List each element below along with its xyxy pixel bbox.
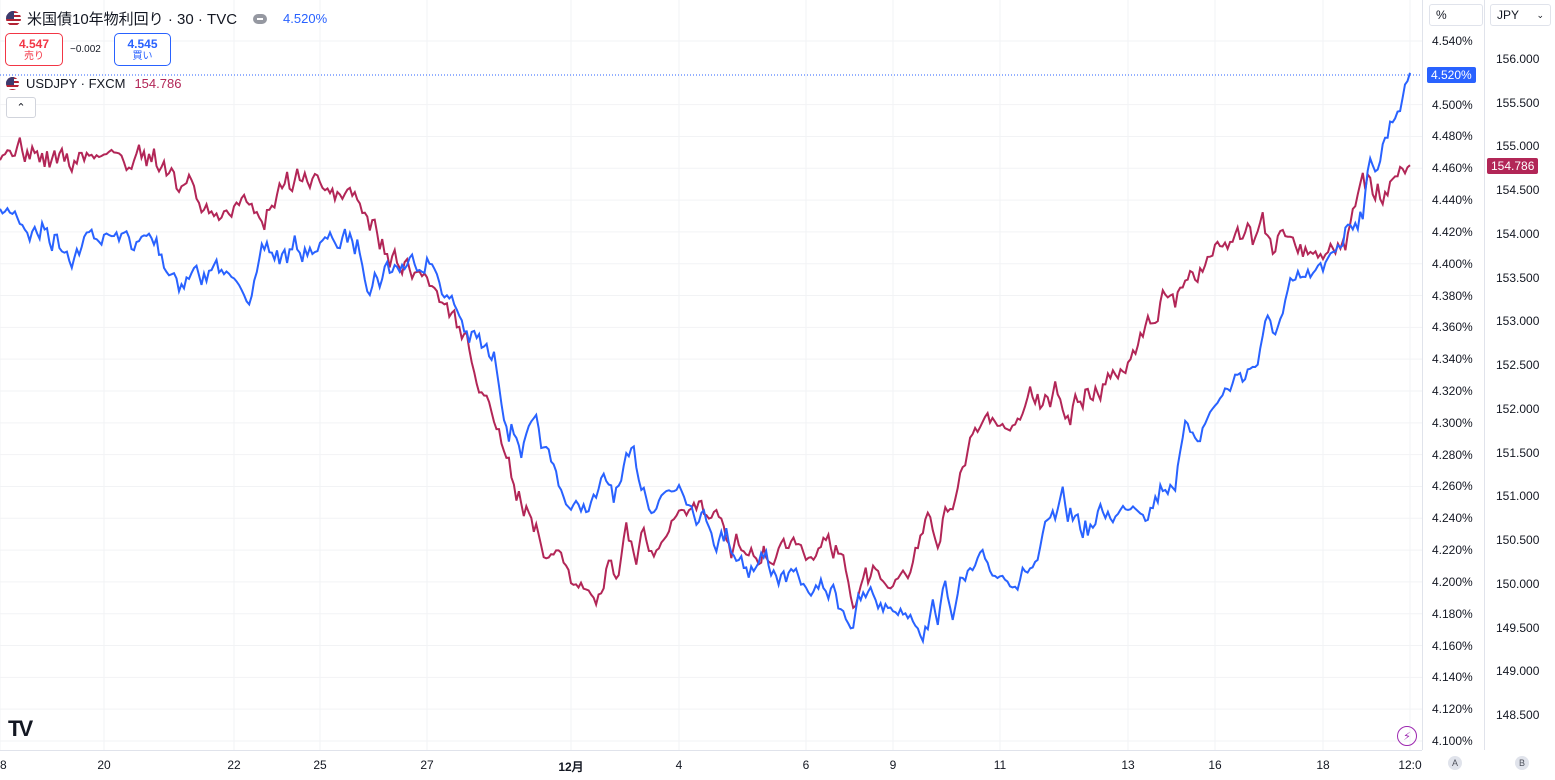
pct-tick-label: 4.540%: [1432, 34, 1473, 48]
chevron-down-icon: ⌄: [1536, 9, 1544, 20]
jpy-tick-label: 156.000: [1496, 52, 1540, 66]
current-yield-label: 4.520%: [1427, 67, 1476, 83]
jpy-tick-label: 149.500: [1496, 620, 1540, 635]
secondary-series-legend[interactable]: USDJPY · FXCM 154.786: [6, 76, 181, 91]
time-tick-label: 12月: [558, 760, 584, 774]
bid-label: 売り: [24, 51, 44, 62]
pct-tick-label: 4.420%: [1432, 224, 1473, 239]
secondary-series-value: 154.786: [134, 76, 182, 91]
time-tick-label: 4: [675, 758, 683, 772]
collapse-legend-button[interactable]: ⌃: [6, 97, 36, 118]
jpy-price-scale[interactable]: JPY ⌄ 154.786 B 156.000 155.500 155.000 154…: [1484, 0, 1555, 770]
time-tick-label: 16: [1208, 758, 1222, 772]
pct-tick-label: 4.380%: [1432, 288, 1473, 303]
bid-value: 4.547: [18, 37, 50, 51]
price-plot[interactable]: [0, 0, 1422, 750]
pct-tick-label: 4.160%: [1432, 638, 1473, 653]
jpy-tick-label: 152.500: [1496, 358, 1540, 373]
percent-price-scale[interactable]: % 4.520% 4.540% 4.500% 4.480% 4.460% 4.440% 4…: [1422, 0, 1485, 750]
time-tick-label: 22: [227, 758, 241, 772]
pct-tick-label: 4.400%: [1432, 256, 1473, 271]
pct-tick-label: 4.300%: [1432, 415, 1473, 430]
pct-tick-label: 4.100%: [1432, 734, 1473, 748]
time-tick-label: 18: [1316, 758, 1330, 772]
pct-tick-label: 4.500%: [1432, 97, 1473, 112]
pct-tick-label: 4.340%: [1432, 352, 1473, 367]
time-tick-label: 13: [1121, 758, 1135, 772]
pct-tick-label: 4.320%: [1432, 384, 1473, 398]
jpy-tick-label: 152.000: [1496, 401, 1540, 416]
main-symbol-title[interactable]: 米国債10年物利回り · 30 · TVC: [27, 11, 238, 28]
pct-tick-label: 4.440%: [1432, 193, 1473, 208]
jpy-tick-label: 153.500: [1496, 270, 1540, 285]
time-tick-label: 9: [889, 758, 897, 772]
pct-tick-label: 4.460%: [1432, 161, 1473, 176]
pct-tick-label: 4.140%: [1432, 670, 1473, 685]
buy-button[interactable]: 4.545 買い: [114, 33, 171, 66]
spread-value: −0.002: [70, 44, 101, 55]
ask-value: 4.545: [127, 37, 158, 51]
visibility-toggle-icon[interactable]: [253, 13, 268, 24]
time-tick-label: 11: [993, 758, 1007, 772]
pct-tick-label: 4.120%: [1432, 702, 1473, 717]
pct-tick-label: 4.200%: [1432, 574, 1473, 589]
lightning-icon[interactable]: ⚡: [1397, 726, 1417, 746]
pct-tick-label: 4.280%: [1432, 447, 1473, 462]
yield-series-line: [0, 72, 1411, 645]
pct-tick-label: 4.360%: [1432, 320, 1473, 335]
jpy-tick-label: 150.500: [1496, 533, 1540, 548]
time-tick-label: 18: [0, 758, 7, 772]
time-tick-label: 12:0: [1398, 758, 1422, 772]
current-usdjpy-label: 154.786: [1487, 158, 1539, 174]
jpy-tick-label: 155.500: [1496, 95, 1540, 110]
gridlines: [0, 0, 1422, 750]
time-tick-label: 6: [802, 758, 810, 772]
main-series-value: 4.520%: [283, 11, 328, 26]
tradingview-logo[interactable]: TV: [8, 716, 33, 741]
time-tick-label: 25: [313, 758, 327, 772]
us-flag-icon: [6, 11, 21, 26]
sell-button[interactable]: 4.547 売り: [5, 33, 63, 66]
pct-tick-label: 4.220%: [1432, 543, 1473, 558]
jpy-tick-label: 154.000: [1496, 226, 1540, 241]
time-tick-label: 20: [97, 758, 111, 772]
time-axis[interactable]: 18 20 22 25 27 12月 4 6 9 11 13 16 18 12:0: [0, 750, 1422, 780]
main-series-legend[interactable]: 米国債10年物利回り · 30 · TVC 4.520%: [6, 8, 327, 29]
jpy-tick-label: 149.000: [1496, 664, 1540, 679]
jpy-tick-label: 148.500: [1496, 708, 1540, 722]
secondary-symbol-title[interactable]: USDJPY · FXCM: [26, 76, 126, 91]
ask-label: 買い: [132, 51, 153, 62]
scale-corner-button-b[interactable]: B: [1515, 756, 1529, 770]
chevron-up-icon: ⌃: [16, 102, 26, 114]
pct-tick-label: 4.240%: [1432, 511, 1473, 526]
jpy-tick-label: 151.500: [1496, 445, 1540, 460]
us-flag-icon: [6, 77, 19, 90]
time-tick-label: 27: [420, 758, 434, 772]
scale-corner-button-a[interactable]: A: [1448, 756, 1462, 770]
usdjpy-series-line: [0, 137, 1411, 610]
chart-canvas[interactable]: [0, 0, 1422, 750]
jpy-tick-label: 154.500: [1496, 183, 1540, 198]
jpy-tick-label: 151.000: [1496, 489, 1540, 504]
jpy-tick-label: 153.000: [1496, 314, 1540, 329]
jpy-tick-label: 155.000: [1496, 139, 1540, 154]
jpy-tick-label: 150.000: [1496, 576, 1540, 591]
percent-scale-selector[interactable]: %: [1429, 4, 1483, 26]
jpy-scale-selector[interactable]: JPY ⌄: [1490, 4, 1551, 26]
pct-tick-label: 4.180%: [1432, 606, 1473, 621]
pct-tick-label: 4.480%: [1432, 129, 1473, 144]
pct-tick-label: 4.260%: [1432, 479, 1473, 494]
